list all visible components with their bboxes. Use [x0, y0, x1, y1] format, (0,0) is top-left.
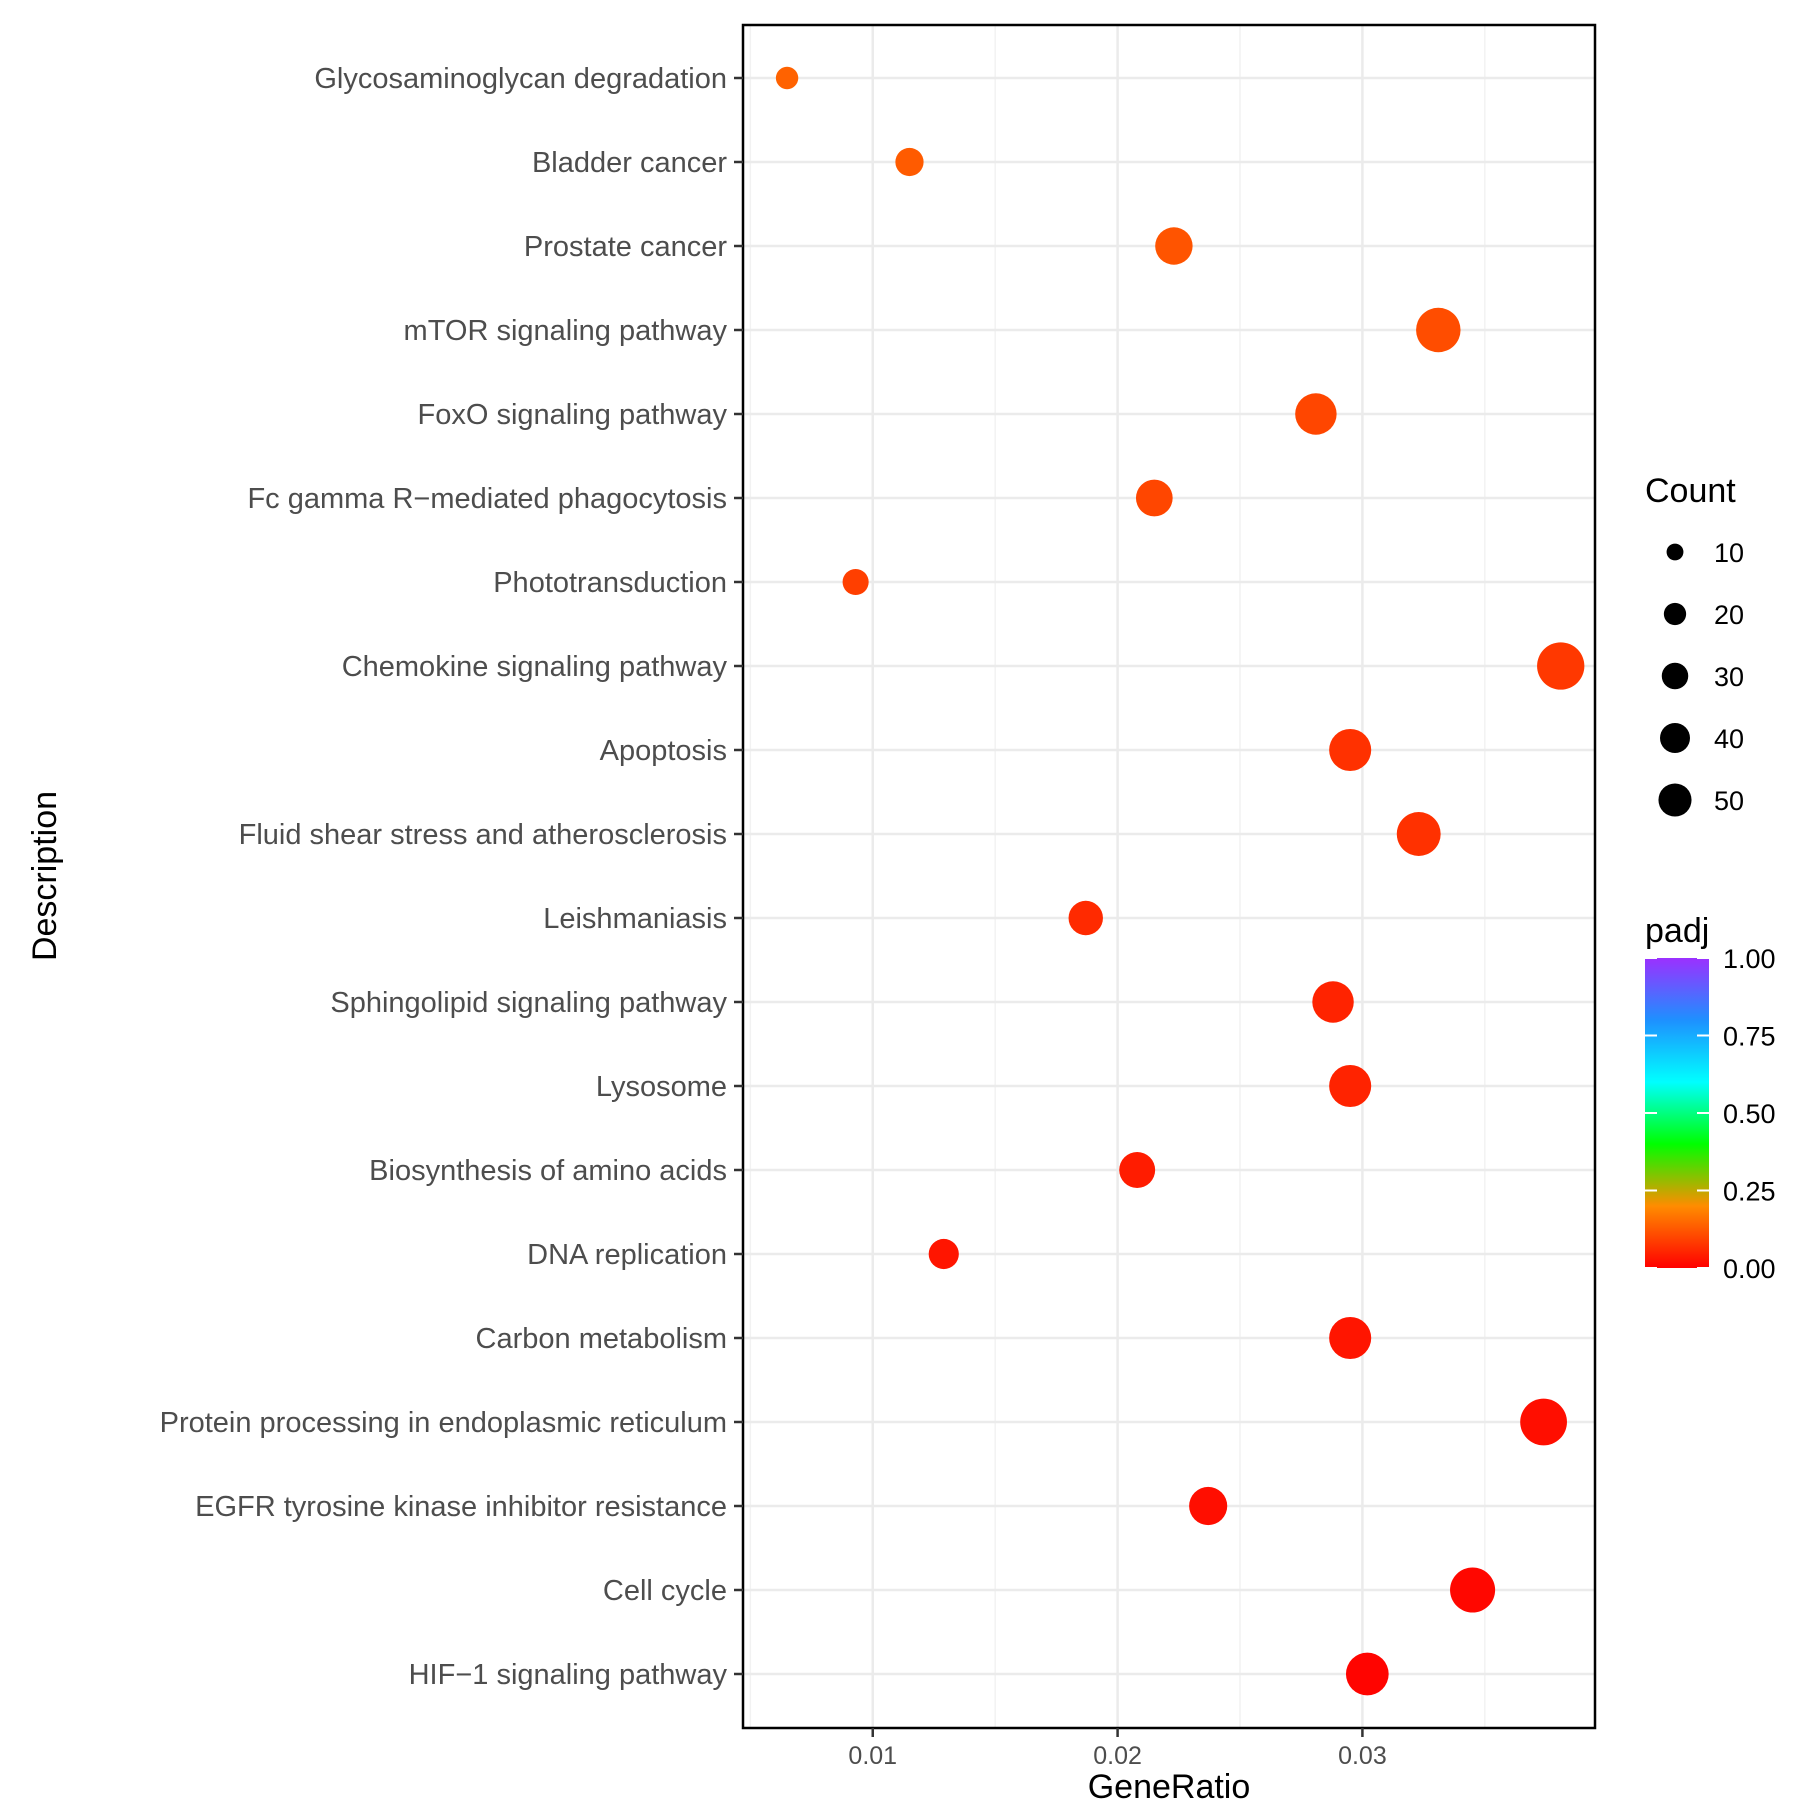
y-tick-label: Lysosome	[596, 1071, 727, 1103]
data-point	[1329, 1064, 1372, 1108]
color-legend-label: 0.50	[1723, 1099, 1776, 1129]
y-tick-label: FoxO signaling pathway	[418, 399, 728, 431]
data-point	[1068, 900, 1103, 936]
y-tick-label: Carbon metabolism	[476, 1323, 727, 1355]
y-tick-label: Apoptosis	[600, 735, 727, 767]
y-tick-label: Protein processing in endoplasmic reticu…	[160, 1407, 727, 1439]
color-legend-title: padj	[1645, 912, 1709, 950]
y-tick-label: Fluid shear stress and atherosclerosis	[239, 819, 727, 851]
data-point	[1155, 227, 1193, 265]
color-legend-label: 0.75	[1723, 1022, 1776, 1052]
y-tick-label: Glycosaminoglycan degradation	[314, 63, 727, 95]
color-legend: padj 1.00 0.75 0.50 0.25 0.00	[1645, 912, 1776, 1284]
data-point	[1329, 1316, 1372, 1360]
x-tick-label: 0.03	[1338, 1742, 1387, 1770]
data-point	[928, 1238, 959, 1270]
x-axis-title: GeneRatio	[1088, 1768, 1251, 1806]
data-point	[1450, 1567, 1496, 1613]
y-tick-label: EGFR tyrosine kinase inhibitor resistanc…	[195, 1491, 727, 1523]
size-legend-key	[1663, 602, 1687, 626]
y-tick-label: Sphingolipid signaling pathway	[330, 987, 727, 1019]
size-legend: Count 10 20 30 40 50	[1645, 472, 1744, 817]
data-point	[1329, 728, 1372, 772]
data-point	[895, 147, 924, 177]
x-tick-label: 0.02	[1093, 1742, 1142, 1770]
size-legend-key	[1666, 543, 1684, 561]
color-legend-label: 0.25	[1723, 1177, 1776, 1207]
size-legend-key	[1661, 662, 1689, 690]
data-point	[1396, 812, 1441, 856]
size-legend-label: 20	[1714, 600, 1744, 630]
data-point	[1119, 1152, 1156, 1188]
size-legend-label: 30	[1714, 662, 1744, 692]
size-legend-key	[1660, 723, 1690, 753]
y-tick-label: Fc gamma R−mediated phagocytosis	[247, 483, 727, 515]
y-tick-label: Leishmaniasis	[543, 903, 727, 935]
plot-border	[741, 23, 1597, 1730]
y-tick-label: Phototransduction	[493, 567, 727, 599]
color-legend-label: 0.00	[1723, 1254, 1776, 1284]
x-tick-label: 0.01	[848, 1742, 897, 1770]
y-tick-label: Prostate cancer	[524, 231, 727, 263]
data-point	[1135, 479, 1173, 517]
size-legend-label: 10	[1714, 538, 1744, 568]
data-point	[1345, 1652, 1389, 1696]
data-point	[1189, 1486, 1228, 1526]
data-point	[1312, 981, 1354, 1023]
data-point	[1416, 307, 1461, 353]
plot-panel	[743, 25, 1595, 1728]
size-legend-label: 50	[1714, 786, 1744, 816]
y-tick-label: DNA replication	[527, 1239, 727, 1271]
y-tick-label: Cell cycle	[603, 1575, 727, 1607]
data-point	[775, 66, 799, 90]
size-legend-label: 40	[1714, 724, 1744, 754]
grid-minor	[749, 25, 1486, 1728]
x-axis: 0.01 0.02 0.03	[848, 1728, 1387, 1770]
y-axis: Glycosaminoglycan degradation Bladder can…	[160, 63, 743, 1691]
y-tick-label: Chemokine signaling pathway	[342, 651, 728, 683]
data-point	[1295, 393, 1337, 435]
y-tick-label: HIF−1 signaling pathway	[409, 1659, 728, 1691]
data-point	[1537, 642, 1585, 690]
data-point	[1520, 1398, 1567, 1446]
size-legend-title: Count	[1645, 472, 1736, 510]
y-tick-label: Bladder cancer	[532, 147, 727, 179]
color-legend-label: 1.00	[1723, 944, 1776, 974]
y-tick-label: Biosynthesis of amino acids	[369, 1155, 727, 1187]
y-axis-title: Description	[26, 791, 64, 961]
y-tick-label: mTOR signaling pathway	[404, 315, 728, 347]
data-point	[842, 568, 869, 596]
size-legend-key	[1658, 783, 1692, 817]
data-points	[775, 66, 1585, 1696]
